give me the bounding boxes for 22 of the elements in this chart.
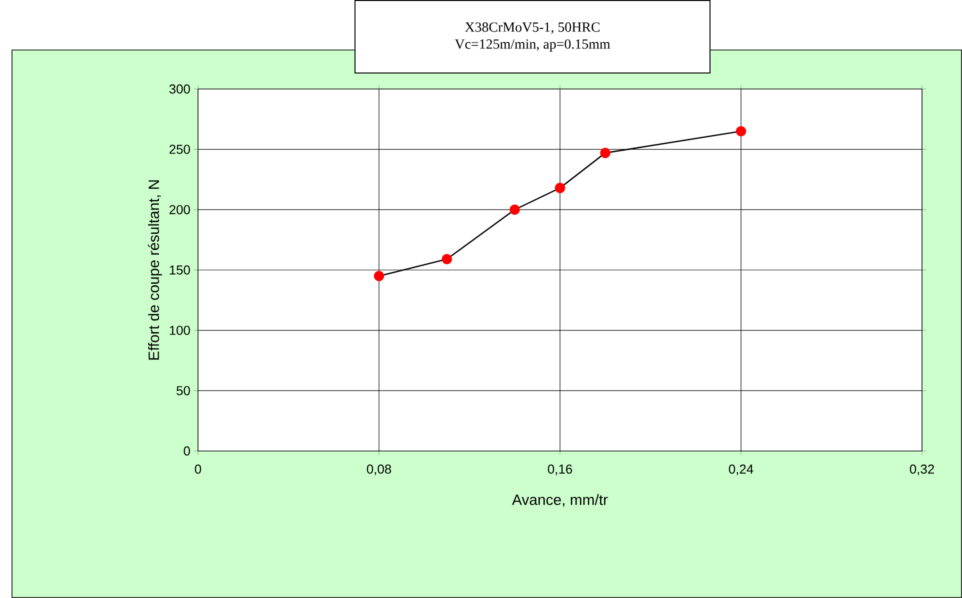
point (510, 204, 520, 215)
y-tick-label: 250 (170, 144, 190, 154)
point (374, 270, 384, 282)
point (600, 148, 610, 158)
y-tick-label: 300 (169, 84, 190, 94)
y-tick-label: 150 (170, 265, 190, 275)
chart-title: X38CrMoV5-1, 50HRC (465, 22, 600, 34)
y-tick-label: 50 (176, 386, 190, 396)
x-tick-label: 0,32 (910, 464, 934, 476)
x-tick-label: 0,16 (548, 464, 572, 476)
x-tick-label: 0,24 (728, 464, 754, 476)
x-tick-label: 0 (194, 464, 202, 474)
point (736, 126, 746, 136)
point (442, 254, 452, 264)
y-axis-title: Effort de coupe résultant, N (148, 180, 162, 360)
y-tick-label: 100 (170, 326, 190, 335)
y-tick-label: 0 (184, 446, 190, 456)
x-tick-label: 0,08 (366, 464, 392, 476)
x-axis-title: Avance, mm/tr (512, 494, 608, 507)
y-tick-label: 200 (170, 205, 190, 214)
point (554, 182, 566, 194)
chart-subtitle: Vc=125m/min, ap=0.15mm (454, 39, 610, 52)
